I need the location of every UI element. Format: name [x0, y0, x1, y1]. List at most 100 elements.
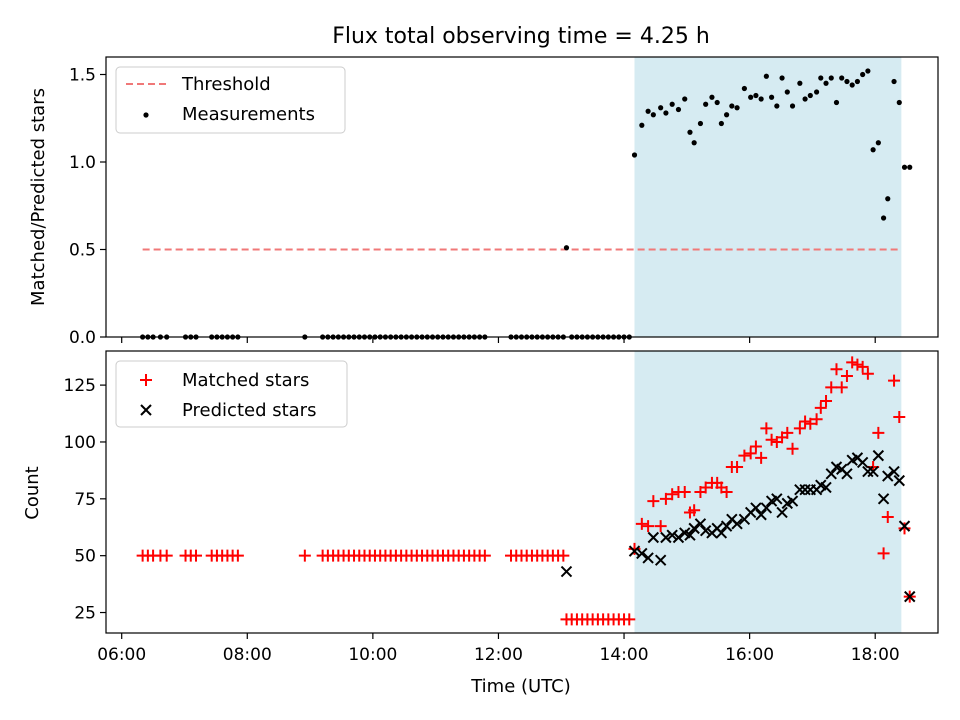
predicted-star-point	[904, 590, 916, 603]
measurement-point	[563, 245, 570, 251]
predicted-star-point	[771, 493, 783, 505]
matched-star-point	[659, 492, 672, 505]
matched-star-point	[190, 549, 203, 562]
predicted-star-point	[825, 468, 837, 480]
legend-predicted-swatch	[140, 404, 152, 416]
matched-star-point	[720, 486, 733, 498]
measurement-point	[703, 101, 709, 107]
matched-star-point	[786, 442, 799, 455]
matched-star-point	[877, 547, 890, 560]
matched-star-point	[856, 360, 869, 373]
predicted-star-point	[893, 474, 905, 487]
measurement-point	[802, 96, 808, 102]
matched-star-point	[799, 415, 812, 428]
measurement-point	[833, 99, 840, 106]
top-y-axis-label: Matched/Predicted stars	[28, 88, 49, 306]
predicted-star-point	[654, 554, 667, 566]
matched-star-point	[781, 426, 794, 439]
measurement-point	[691, 140, 697, 146]
measurement-point	[631, 152, 638, 158]
predicted-star-point	[872, 449, 885, 462]
matched-star-point	[820, 395, 833, 408]
measurement-point	[658, 105, 664, 111]
x-tick-label: 08:00	[223, 645, 272, 665]
matched-star-point	[861, 367, 874, 380]
x-tick-label: 06:00	[97, 645, 146, 665]
measurement-point	[687, 129, 693, 135]
predicted-star-points	[560, 449, 916, 603]
measurement-point	[907, 164, 913, 170]
predicted-star-point	[750, 502, 762, 514]
measurement-point	[714, 99, 720, 106]
top-y-tick-label: 0.5	[69, 241, 96, 261]
matched-star-point	[749, 440, 762, 453]
matched-star-point	[760, 422, 773, 435]
matched-star-point	[814, 401, 827, 414]
predicted-star-point	[672, 531, 685, 544]
legend-measurements-swatch	[143, 112, 149, 118]
legend-predicted-label: Predicted stars	[182, 400, 316, 421]
matched-star-point	[804, 417, 817, 430]
bottom-legend-box	[115, 360, 348, 428]
bottom-legend: Matched stars Predicted stars	[115, 360, 348, 428]
bottom-y-tick-label: 75	[74, 490, 96, 510]
matched-star-point	[840, 370, 853, 383]
legend-matched-label: Matched stars	[182, 370, 309, 391]
predicted-star-point	[799, 484, 811, 496]
matched-star-point	[623, 613, 636, 626]
x-axis-label: Time (UTC)	[470, 676, 571, 697]
matched-star-point	[810, 413, 823, 426]
measurement-point	[891, 78, 897, 85]
measurement-point	[669, 101, 675, 107]
predicted-star-point	[888, 465, 900, 478]
matched-star-point	[793, 422, 806, 435]
measurement-point	[769, 94, 775, 100]
predicted-star-point	[820, 481, 832, 494]
predicted-star-point	[898, 520, 911, 532]
measurement-point	[880, 215, 887, 221]
matched-star-point	[654, 520, 667, 533]
x-tick-label: 18:00	[851, 645, 900, 665]
predicted-star-point	[731, 518, 743, 530]
top-y-tick-label: 1.0	[69, 153, 96, 173]
predicted-star-point	[684, 529, 696, 541]
predicted-star-point	[628, 545, 641, 557]
matched-star-point	[830, 363, 843, 376]
matched-star-point	[846, 356, 859, 369]
predicted-star-point	[660, 531, 672, 544]
measurement-point	[682, 96, 688, 102]
matched-star-point	[738, 449, 751, 462]
matched-star-point	[893, 410, 906, 423]
predicted-star-point	[636, 547, 648, 560]
matched-star-point	[160, 549, 173, 562]
matched-star-points	[136, 356, 916, 626]
predicted-star-point	[882, 470, 894, 482]
matched-star-point	[478, 549, 491, 562]
top-y-tick-label: 1.5	[69, 66, 96, 86]
matched-star-point	[898, 522, 911, 535]
predicted-star-point	[877, 493, 890, 505]
measurement-point	[823, 80, 829, 86]
matched-star-point	[881, 511, 894, 524]
top-legend-box	[115, 66, 346, 134]
predicted-star-point	[720, 520, 733, 532]
measurement-point	[896, 99, 902, 106]
predicted-star-point	[862, 465, 874, 478]
measurement-point	[860, 71, 866, 78]
measurement-point	[875, 140, 881, 146]
matched-star-point	[642, 520, 655, 533]
measurement-point	[774, 103, 780, 109]
bottom-y-tick-label: 50	[74, 547, 96, 567]
x-tick-label: 14:00	[600, 645, 649, 665]
matched-star-point	[755, 451, 768, 464]
bottom-axes-frame	[105, 350, 939, 634]
predicted-star-point	[760, 502, 773, 514]
measurement-point	[807, 92, 813, 99]
matched-star-point	[765, 433, 778, 446]
matched-star-point	[731, 460, 744, 473]
predicted-star-point	[715, 527, 728, 539]
matched-star-point	[851, 358, 864, 371]
matched-star-point	[744, 447, 757, 460]
top-y-tick-label: 0.0	[69, 328, 96, 348]
measurement-point	[844, 78, 850, 85]
